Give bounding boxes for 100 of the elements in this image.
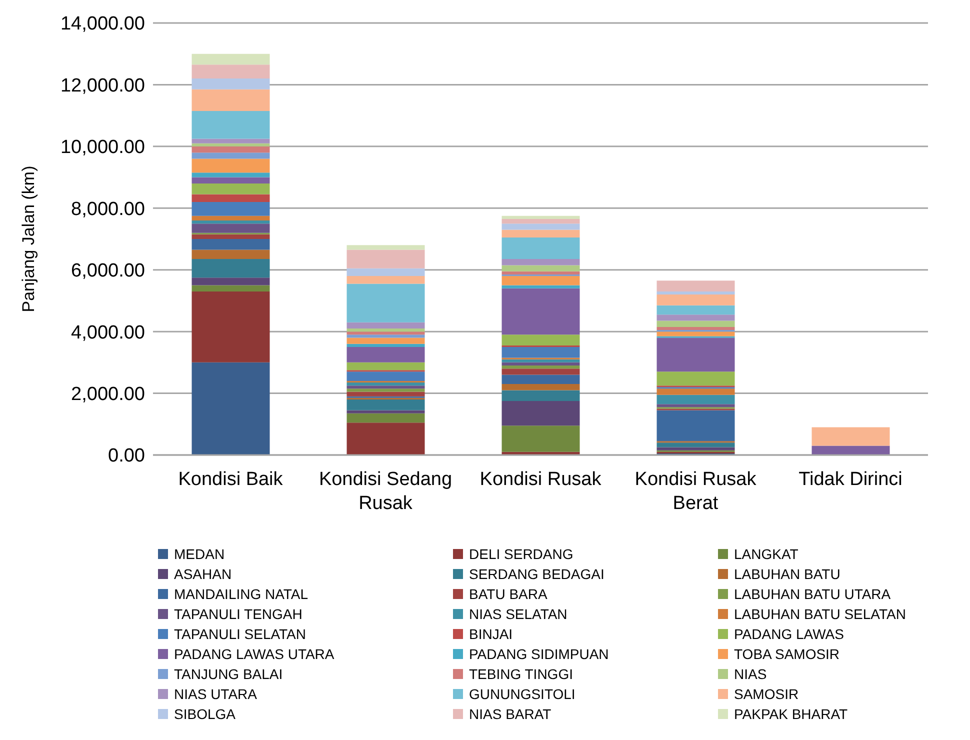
bar: [192, 362, 270, 455]
legend-label: NIAS SELATAN: [469, 606, 568, 622]
legend-label: TANJUNG BALAI: [174, 666, 283, 682]
bar: [192, 220, 270, 224]
bar: [656, 291, 735, 295]
x-tick-label: Kondisi Rusak: [480, 469, 602, 490]
legend-label: TAPANULI TENGAH: [174, 606, 302, 622]
bar: [502, 259, 580, 266]
bar: [656, 314, 735, 321]
bar: [812, 427, 890, 446]
y-tick-label: 4,000.00: [71, 322, 145, 344]
bar: [502, 237, 580, 260]
x-tick-label: Tidak Dirinci: [798, 469, 902, 490]
y-tick-label: 2,000.00: [71, 384, 145, 406]
bar: [656, 372, 735, 386]
x-tick-label: Kondisi Rusak Berat: [634, 469, 757, 514]
legend-label: BINJAI: [469, 626, 513, 642]
bar: [502, 366, 580, 369]
bar: [346, 399, 425, 410]
bar: [192, 64, 270, 79]
bar: [192, 202, 270, 216]
bar: [502, 401, 580, 426]
bar: [192, 250, 270, 260]
bar: [192, 183, 270, 194]
bar: [192, 110, 270, 139]
bar: [192, 54, 270, 65]
bar: [346, 338, 425, 344]
bar: [502, 224, 580, 230]
bar: [346, 334, 425, 338]
legend-label: MEDAN: [174, 546, 225, 562]
bar: [502, 230, 580, 238]
bar: [502, 288, 580, 335]
bar: [192, 234, 270, 239]
bar: [192, 152, 270, 159]
bar: [192, 239, 270, 250]
legend-label: LABUHAN BATU: [734, 566, 840, 582]
bar: [192, 78, 270, 90]
bar: [502, 265, 580, 272]
bar: [192, 172, 270, 178]
bar: [502, 374, 580, 384]
bar: [346, 422, 425, 455]
bar: [502, 276, 580, 286]
bar: [192, 291, 270, 362]
bar: [346, 392, 425, 396]
bar: [192, 143, 270, 146]
legend-label: TOBA SAMOSIR: [734, 646, 840, 662]
bar: [346, 344, 425, 347]
x-tick-label: Kondisi Baik: [178, 469, 284, 490]
bar: [502, 218, 580, 224]
bar: [812, 446, 890, 455]
bar: [656, 338, 735, 372]
bar: [346, 322, 425, 328]
legend-label: NIAS BARAT: [469, 706, 552, 722]
legend-label: ASAHAN: [174, 566, 232, 582]
legend-label: TEBING TINGGI: [469, 666, 573, 682]
bar: [656, 326, 735, 330]
legend-label: PADANG SIDIMPUAN: [469, 646, 609, 662]
bar: [656, 447, 735, 450]
bar: [346, 245, 425, 250]
bar: [192, 89, 270, 111]
bar: [656, 332, 735, 336]
bar: [192, 224, 270, 233]
bar: [192, 216, 270, 220]
bar: [656, 404, 735, 408]
bar: [656, 394, 735, 404]
bar: [502, 384, 580, 390]
x-tick-label: Kondisi Sedang Rusak: [318, 469, 452, 514]
legend-label: LANGKAT: [734, 546, 798, 562]
legend-label: PADANG LAWAS UTARA: [174, 646, 334, 662]
bar: [656, 320, 735, 327]
bar: [346, 388, 425, 392]
bar: [656, 442, 735, 448]
bar: [656, 294, 735, 306]
legend-label: SIBOLGA: [174, 706, 236, 722]
y-tick-label: 12,000.00: [60, 75, 145, 96]
bar: [502, 347, 580, 358]
legend-label: BATU BARA: [469, 586, 548, 602]
bar: [346, 276, 425, 284]
bar: [346, 284, 425, 322]
legend-label: SAMOSIR: [734, 686, 799, 702]
legend-label: SERDANG BEDAGAI: [469, 566, 604, 582]
bar: [502, 334, 580, 346]
legend-label: TAPANULI SELATAN: [174, 626, 306, 642]
bar: [502, 216, 580, 219]
y-tick-label: 0.00: [108, 446, 145, 467]
y-tick-label: 10,000.00: [60, 137, 145, 158]
bar: [502, 426, 580, 452]
bar: [346, 332, 425, 335]
bar: [346, 386, 425, 389]
bar: [346, 362, 425, 370]
bar: [656, 388, 735, 395]
bar: [346, 382, 425, 386]
bar: [502, 390, 580, 401]
bar: [192, 194, 270, 202]
bar: [192, 158, 270, 173]
legend-label: GUNUNGSITOLI: [469, 686, 576, 702]
bar: [346, 410, 425, 414]
bar: [656, 410, 735, 442]
bar: [346, 372, 425, 381]
y-tick-label: 14,000.00: [60, 14, 145, 35]
